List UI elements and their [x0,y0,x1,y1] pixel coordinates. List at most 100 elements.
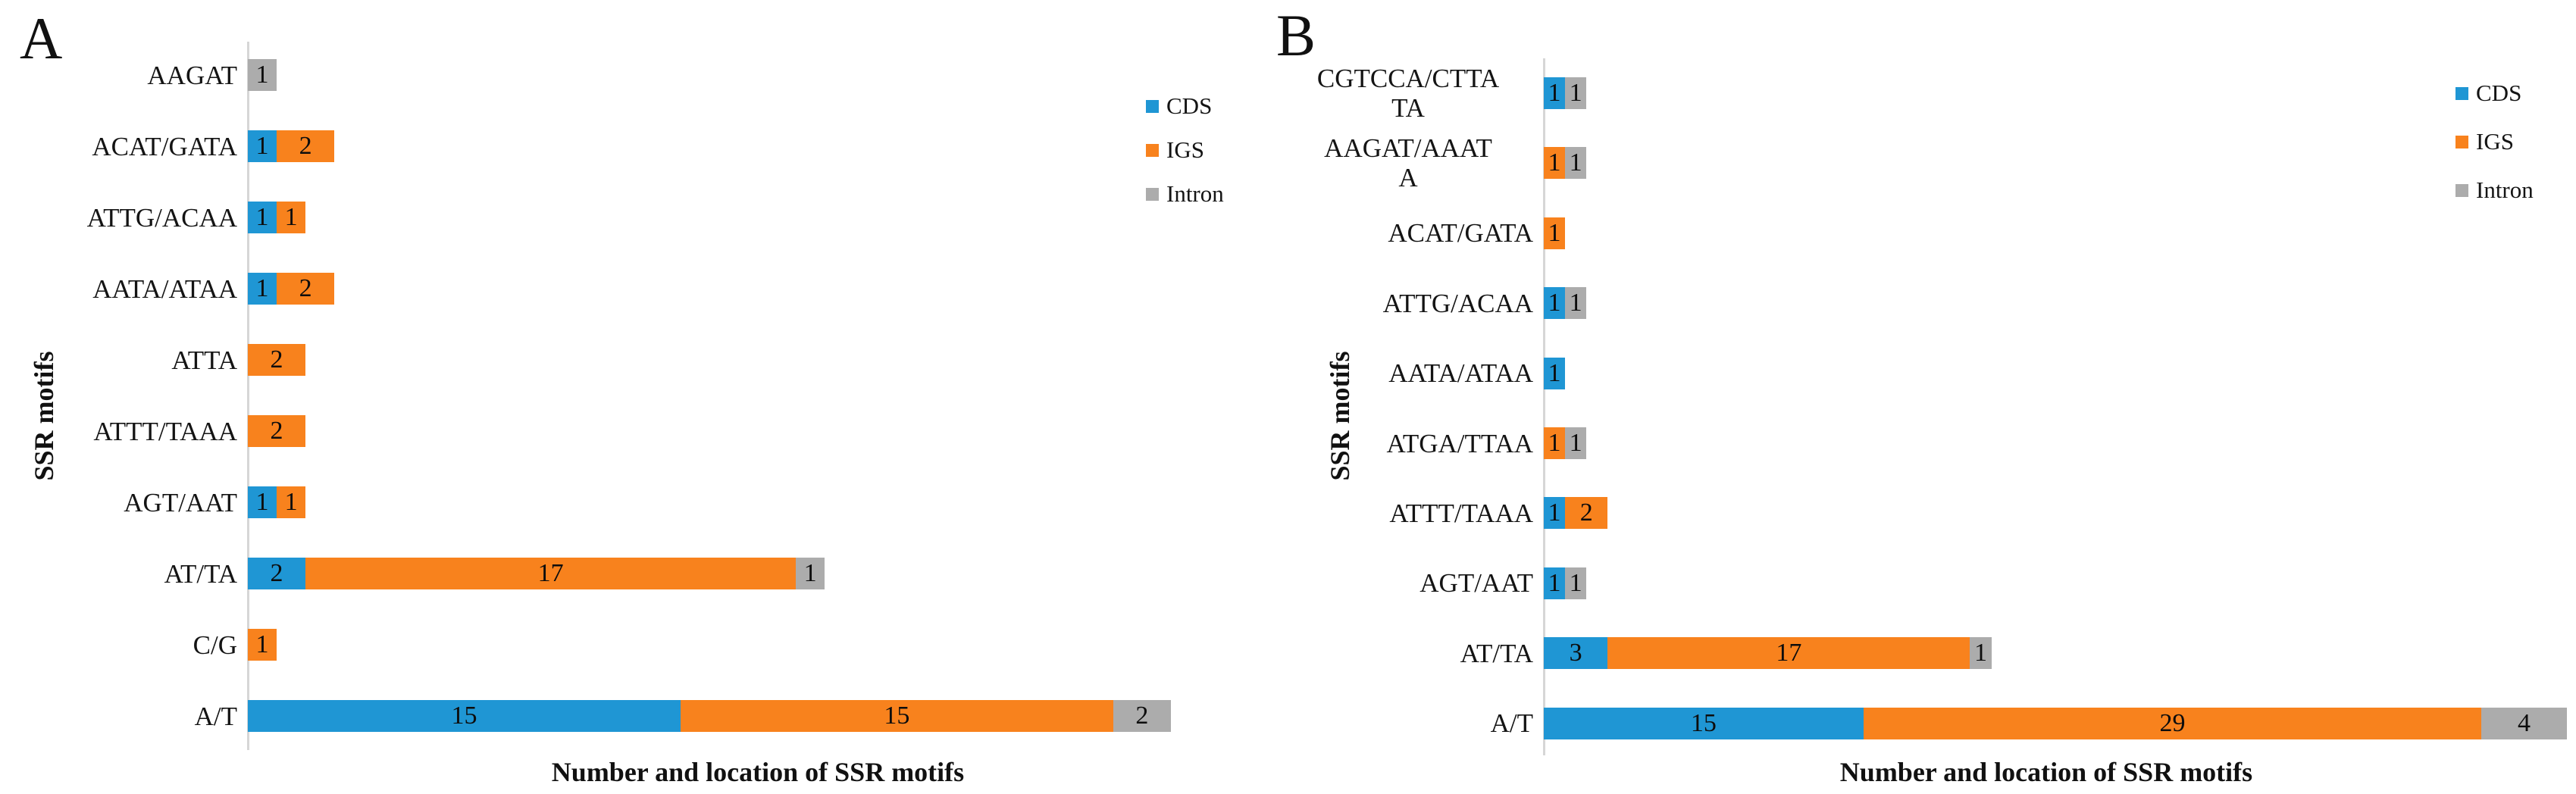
bar-segment-igs: 1 [277,486,306,518]
bar-value-label: 1 [255,61,269,89]
legend-label: IGS [2476,128,2514,155]
category-label: AATA/ATAA [1283,358,1533,388]
bar-segment-cds: 1 [1544,497,1566,530]
y-axis-line [247,42,249,750]
category-label: ACAT/GATA [0,132,237,161]
bar-value-label: 29 [2159,708,2186,737]
category-label: ATTT/TAAA [0,417,237,446]
category-label-line: ACAT/GATA [92,131,237,161]
bar-segment-igs: 29 [1863,707,2482,739]
bar-segment-cds: 1 [248,130,277,162]
category-label: ATTA [0,345,237,375]
category-label: AGT/AAT [0,488,237,517]
y-axis-line [1543,58,1545,755]
category-label-line: A [1398,163,1418,193]
bar-segment-igs: 15 [680,700,1113,732]
bar-value-label: 2 [270,559,283,587]
category-label-line: ACAT/GATA [1388,218,1533,249]
category-label: AT/TA [0,559,237,589]
bar-value-label: 2 [1579,499,1593,527]
category-label-line: ATTG/ACAA [86,202,237,233]
bar-value-label: 17 [537,559,564,587]
category-label: AAGAT/AAAT A [1283,133,1533,192]
legend-item-cds: CDS [2455,79,2521,108]
category-label: AGT/AAT [1283,568,1533,598]
category-label-line: ATTT/TAAA [93,416,237,446]
bar-value-label: 1 [255,274,269,302]
bar-segment-intron: 2 [1113,700,1171,732]
intron-legend-swatch [2455,183,2468,197]
bar-segment-intron: 1 [1565,567,1587,599]
bar-value-label: 1 [1548,358,1561,387]
category-label: ATGA/TTAA [1283,429,1533,458]
legend-item-cds: CDS [1146,92,1212,120]
bar-value-label: 1 [1548,568,1561,597]
category-label-line: AATA/ATAA [92,274,237,304]
bar-segment-cds: 1 [248,486,277,518]
bar-value-label: 1 [1548,499,1561,527]
legend-item-intron: Intron [1146,180,1224,208]
x-axis-title-a: Number and location of SSR motifs [551,757,965,787]
category-label-line: AT/TA [164,558,237,589]
cds-legend-swatch [1146,99,1159,113]
category-label-line: AAGAT [147,60,237,90]
bar-segment-intron: 4 [2481,707,2567,739]
bar-value-label: 1 [255,488,269,516]
bar-value-label: 15 [884,702,910,730]
category-label-line: A/T [1490,708,1533,739]
bar-segment-cds: 1 [248,273,277,305]
bar-value-label: 2 [1135,702,1149,730]
bar-value-label: 1 [255,132,269,160]
category-label-line: ATTT/TAAA [1389,498,1533,528]
bar-segment-igs: 1 [1544,147,1566,180]
category-label-line: TA [1391,93,1425,123]
bar-value-label: 1 [1548,429,1561,457]
bar-segment-igs: 2 [277,130,335,162]
x-axis-title-b: Number and location of SSR motifs [1839,757,2253,787]
bar-value-label: 1 [1973,639,1987,667]
bar-segment-igs: 2 [248,415,306,447]
bar-value-label: 15 [1690,708,1717,737]
bar-value-label: 1 [803,559,817,587]
bar-value-label: 1 [255,203,269,231]
bar-segment-cds: 1 [1544,287,1566,320]
legend-item-igs: IGS [1146,136,1204,164]
bar-value-label: 1 [1569,79,1582,107]
intron-legend-swatch [1146,187,1159,201]
category-label: A/T [1283,708,1533,738]
bar-value-label: 3 [1569,639,1582,667]
category-label-line: AGT/AAT [124,487,237,517]
bar-segment-cds: 3 [1544,637,1608,670]
bar-segment-cds: 15 [248,700,681,732]
bar-value-label: 1 [1548,79,1561,107]
bar-segment-intron: 1 [1565,287,1587,320]
legend-label: CDS [2476,80,2522,106]
category-label-line: CGTCCA/CTTA [1316,64,1500,93]
bar-segment-igs: 17 [305,558,797,589]
category-label: A/T [0,702,237,731]
bar-segment-intron: 1 [796,558,825,589]
bar-value-label: 2 [299,132,312,160]
bar-segment-igs: 1 [248,629,277,661]
legend-label: Intron [1166,180,1224,207]
legend-label: IGS [1166,136,1204,163]
legend-label: Intron [2476,177,2534,203]
panel-label-a: A [20,5,63,71]
bar-segment-cds: 1 [1544,567,1566,599]
bar-segment-cds: 1 [1544,357,1566,389]
bar-value-label: 1 [284,488,298,516]
bar-value-label: 1 [1548,289,1561,317]
bar-value-label: 1 [255,630,269,658]
bar-value-label: 2 [299,274,312,302]
cds-legend-swatch [2455,86,2468,100]
bar-value-label: 1 [1569,429,1582,457]
category-label-line: ATTA [171,345,237,375]
bar-value-label: 1 [1569,289,1582,317]
bar-value-label: 17 [1776,639,1802,667]
category-label: CGTCCA/CTTA TA [1283,64,1533,123]
category-label: C/G [0,630,237,660]
bar-value-label: 4 [2518,708,2531,737]
category-label: AT/TA [1283,639,1533,668]
